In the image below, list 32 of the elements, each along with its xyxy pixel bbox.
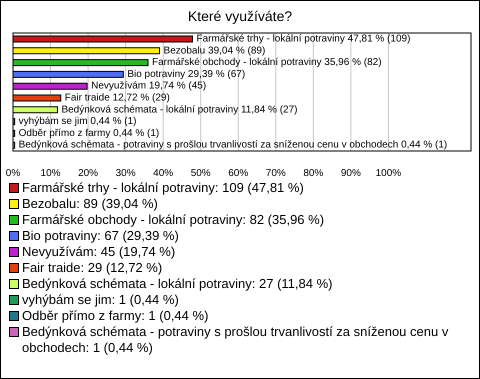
text: Odběr přímo z farmy: 1 (0,44 %)	[22, 308, 208, 324]
category-label: Odběr přímo z farmy 0,44 % (1)	[18, 128, 160, 139]
text: vyhýbám se jim: 1 (0,44 %)	[22, 292, 179, 308]
text: Bio potraviny: 67 (29,39 %)	[22, 228, 179, 244]
category-label: Bezobalu 39,04 % (89)	[164, 45, 266, 56]
text: Bedýnková schémata - lokální potraviny: 27 (11,84 %)	[22, 276, 332, 292]
x-tick-label: 90%	[340, 168, 361, 180]
category-label: Nevyužívám 19,74 % (45)	[91, 80, 206, 92]
category-label: Bedýnková schémata - potraviny s prošlou trvanlivostí za sníženou cenu v obchodech 0,44 % (1)	[18, 140, 448, 151]
x-tick-label: 80%	[303, 168, 324, 180]
x-tick-label: 70%	[266, 168, 286, 180]
text: Farmářské trhy - lokální potraviny: 109 (47,81 %)	[22, 180, 304, 196]
x-tick-label: 100%	[376, 168, 402, 180]
text: Farmářské obchody - lokální potraviny: 82 (35,96 %)	[22, 212, 324, 228]
x-tick-label: 10%	[40, 168, 61, 180]
x-tick-label: 40%	[153, 168, 174, 180]
text: Fair traide: 29 (12,72 %)	[22, 260, 162, 276]
text: Bezobalu: 89 (39,04 %)	[22, 196, 158, 212]
category-label: Farmářské obchody - lokální potraviny 35,96 % (82)	[152, 57, 382, 68]
text: Nevyužívám: 45 (19,74 %)	[22, 244, 176, 260]
category-label: Fair traide 12,72 % (29)	[64, 92, 170, 104]
chart-title: Které využíváte?	[186, 8, 294, 26]
text: Bedýnková schémata - potraviny s prošlou trvanlivostí za sníženou cenu v obchodech: 1 (0,44 %)	[22, 324, 450, 356]
x-tick-label: 50%	[190, 168, 211, 180]
x-tick-label: 60%	[228, 168, 248, 180]
category-label: vyhýbám se jim 0,44 % (1)	[18, 116, 136, 128]
category-label: Bedýnková schémata - lokální potraviny 11,84 % (27)	[61, 104, 298, 116]
x-tick-label: 20%	[78, 168, 98, 180]
category-label: Bio potraviny 29,39 % (67)	[127, 68, 246, 80]
x-tick-label: 30%	[116, 168, 136, 180]
x-tick-label: 0%	[6, 168, 20, 180]
category-label: Farmářské trhy - lokální potraviny 47,81 % (109)	[196, 34, 410, 44]
